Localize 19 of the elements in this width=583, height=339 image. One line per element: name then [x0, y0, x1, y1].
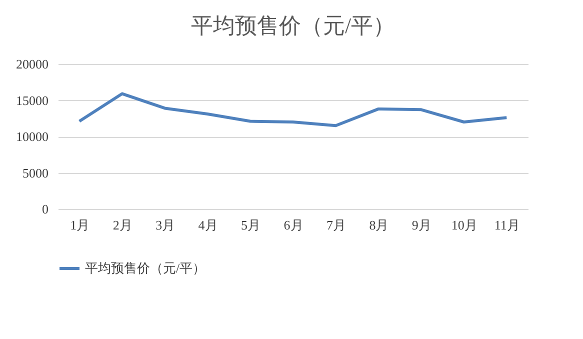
x-tick-label: 4月 — [198, 218, 218, 232]
x-tick-label: 9月 — [412, 218, 432, 232]
x-tick-label: 2月 — [112, 218, 132, 232]
y-tick-label: 5000 — [22, 165, 48, 180]
chart-title: 平均预售价（元/平） — [190, 13, 396, 38]
y-tick-label: 20000 — [16, 56, 48, 72]
line-series — [78, 92, 508, 128]
y-tick-label: 0 — [42, 202, 48, 216]
y-tick-label: 10000 — [16, 129, 48, 144]
x-tick-label: 5月 — [241, 218, 261, 232]
x-tick-label: 1月 — [70, 218, 90, 232]
x-tick-label: 6月 — [284, 218, 304, 232]
x-tick-label: 11月 — [494, 218, 520, 232]
legend-label: 平均预售价（元/平） — [85, 260, 206, 276]
x-tick-label: 7月 — [326, 218, 346, 232]
x-tick-label: 8月 — [369, 218, 389, 232]
x-tick-label: 10月 — [451, 218, 478, 232]
y-tick-label: 15000 — [16, 92, 48, 108]
x-tick-label: 3月 — [156, 218, 176, 232]
